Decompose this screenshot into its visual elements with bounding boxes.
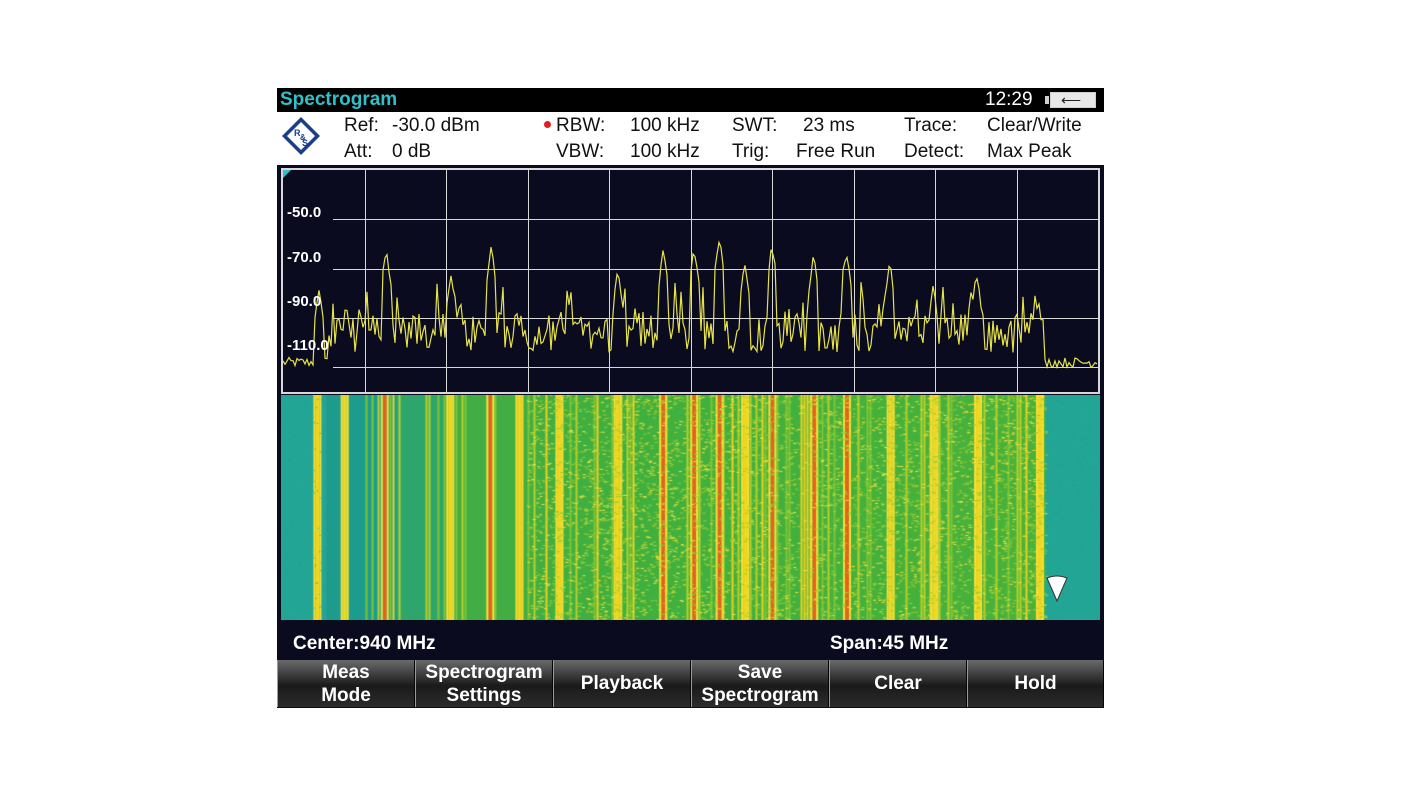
spectrum-plot: -50.0 -70.0 -90.0 -110.0 xyxy=(281,168,1100,394)
title-bar: Spectrogram 12:29 ⟵ xyxy=(277,88,1104,112)
softkey-label: Clear xyxy=(874,673,922,694)
y-tick-label: -110.0 xyxy=(287,337,329,354)
detect-value: Max Peak xyxy=(987,141,1072,162)
hold-button[interactable]: Hold xyxy=(967,660,1104,707)
att-value: 0 dB xyxy=(392,141,432,162)
battery-tip xyxy=(1045,96,1049,104)
spectrogram-waterfall xyxy=(281,395,1100,620)
softkey-label: Settings xyxy=(446,684,522,706)
spectrogram-settings-button[interactable]: Spectrogram Settings xyxy=(415,660,553,707)
y-tick-label: -50.0 xyxy=(287,204,322,221)
meas-mode-button[interactable]: Meas Mode xyxy=(277,660,415,707)
vbw-label: VBW: xyxy=(556,141,605,162)
softkey-label: Playback xyxy=(580,673,664,694)
rbw-indicator-dot xyxy=(544,121,551,128)
softkey-label: Spectrogram xyxy=(425,661,543,683)
center-frequency: Center:940 MHz xyxy=(293,633,436,654)
swt-label: SWT: xyxy=(732,115,778,136)
softkey-bar: Meas Mode Spectrogram Settings Playback Sa… xyxy=(277,658,1104,708)
trace-value: Clear/Write xyxy=(987,115,1082,136)
softkey-label: Save xyxy=(737,661,783,683)
waterfall-canvas xyxy=(281,395,1100,620)
battery-plug-icon: ⟵ xyxy=(1050,92,1096,108)
app-title: Spectrogram xyxy=(280,89,398,110)
ref-marker-icon xyxy=(283,170,291,178)
swt-value: 23 ms xyxy=(803,115,855,136)
trig-label: Trig: xyxy=(732,141,770,162)
analyzer-screen: Spectrogram 12:29 ⟵ R & S Ref: -30.0 dBm… xyxy=(277,88,1104,708)
clock: 12:29 xyxy=(985,89,1033,110)
detect-label: Detect: xyxy=(904,141,965,162)
trig-value: Free Run xyxy=(796,141,876,162)
ref-value: -30.0 dBm xyxy=(392,115,480,136)
save-spectrogram-button[interactable]: Save Spectrogram xyxy=(691,660,829,707)
span-value: Span:45 MHz xyxy=(830,633,949,654)
plot-grid xyxy=(333,170,1098,392)
softkey-label: Meas xyxy=(322,661,370,683)
clear-button[interactable]: Clear xyxy=(829,660,967,707)
y-tick-label: -70.0 xyxy=(287,249,322,266)
svg-text:&: & xyxy=(300,133,306,142)
status-line: Center:940 MHz Span:45 MHz xyxy=(277,624,1104,658)
y-tick-label: -90.0 xyxy=(287,293,322,310)
trace-label: Trace: xyxy=(904,115,958,136)
rbw-label: RBW: xyxy=(556,115,606,136)
rs-logo-icon: R & S xyxy=(282,117,320,155)
vbw-value: 100 kHz xyxy=(630,141,700,162)
softkey-label: Hold xyxy=(1014,673,1057,694)
time-marker-icon[interactable] xyxy=(1044,574,1070,604)
softkey-label: Mode xyxy=(321,684,371,706)
softkey-label: Spectrogram xyxy=(701,684,819,706)
settings-bar: R & S Ref: -30.0 dBm Att: 0 dB RBW: 100 … xyxy=(277,112,1104,165)
rbw-value: 100 kHz xyxy=(630,115,700,136)
spectrum-trace-svg xyxy=(283,170,1098,392)
svg-text:S: S xyxy=(302,138,308,148)
playback-button[interactable]: Playback xyxy=(553,660,691,707)
spectrum-trace xyxy=(283,240,1098,370)
ref-label: Ref: xyxy=(344,115,379,136)
svg-text:R: R xyxy=(294,128,301,138)
att-label: Att: xyxy=(344,141,373,162)
